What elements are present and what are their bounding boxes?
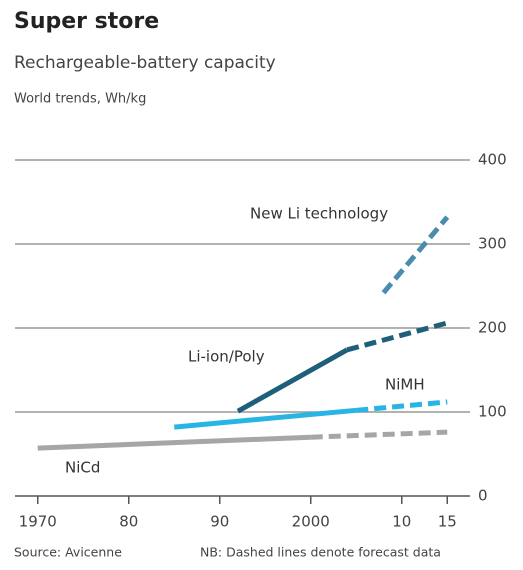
source: Source: Avicenne bbox=[14, 545, 122, 560]
series-label: NiCd bbox=[65, 459, 100, 477]
unit-note: World trends, Wh/kg bbox=[14, 92, 146, 107]
x-tick-label: 15 bbox=[438, 513, 457, 531]
y-tick-label: 300 bbox=[478, 235, 507, 253]
y-tick-label: 100 bbox=[478, 403, 507, 421]
series-label: Li-ion/Poly bbox=[188, 348, 265, 366]
series-forecast-line bbox=[310, 429, 448, 440]
chart-subtitle: Rechargeable-battery capacity bbox=[14, 53, 276, 73]
series-line bbox=[174, 407, 357, 430]
x-tick-label: 1970 bbox=[19, 513, 57, 531]
y-tick-label: 0 bbox=[478, 487, 488, 505]
y-tick-label: 400 bbox=[478, 151, 507, 169]
series-line bbox=[236, 347, 349, 414]
series-forecast-line bbox=[346, 320, 448, 353]
series-forecast-line bbox=[381, 215, 450, 295]
series-label: NiMH bbox=[385, 376, 425, 394]
x-tick-label: 10 bbox=[392, 513, 411, 531]
x-tick-label: 80 bbox=[119, 513, 138, 531]
series-line bbox=[37, 434, 311, 451]
note: NB: Dashed lines denote forecast data bbox=[200, 545, 441, 560]
series-label: New Li technology bbox=[250, 205, 388, 223]
series-forecast-line bbox=[356, 399, 448, 413]
x-tick-label: 2000 bbox=[292, 513, 330, 531]
y-tick-label: 200 bbox=[478, 319, 507, 337]
x-tick-label: 90 bbox=[210, 513, 229, 531]
chart-title: Super store bbox=[14, 9, 159, 34]
